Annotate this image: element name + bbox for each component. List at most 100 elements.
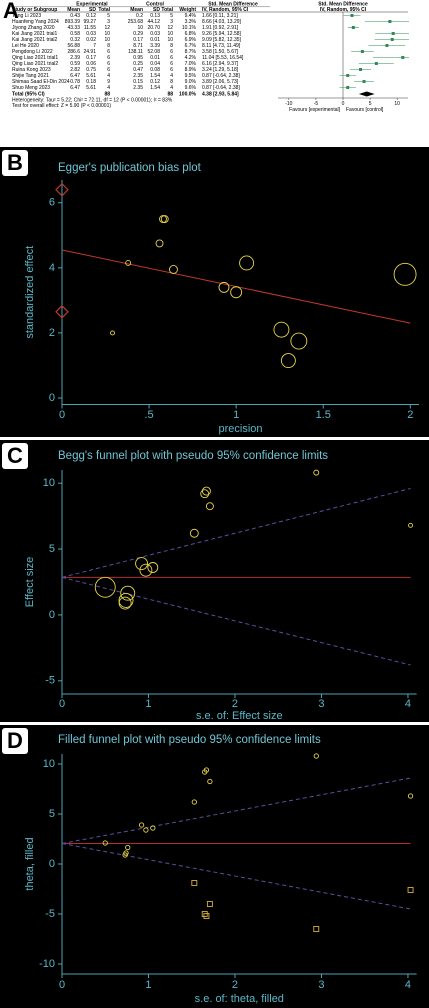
cell: 44.12: [147, 19, 160, 25]
smd-label: 6.16 [2.94, 9.37]: [202, 61, 239, 67]
cell: 286.6: [67, 49, 80, 55]
x-tick-label: 10: [394, 101, 400, 107]
weight: 3.3%: [185, 19, 197, 25]
cell: 10: [167, 37, 173, 43]
data-point: [122, 852, 128, 858]
effect-marker: [346, 86, 350, 89]
cell: 253.68: [128, 19, 144, 25]
data-point: [120, 585, 136, 601]
total-weight: 100.0%: [179, 91, 197, 97]
reference-line: [61, 777, 411, 844]
cell: 10: [104, 31, 110, 37]
panel-letter-box: [2, 150, 28, 176]
column-header: SD: [153, 7, 160, 13]
chart-title: Filled funnel plot with pseudo 95% confi…: [58, 734, 321, 746]
study-name: Shimaa Saad El-Din 2024: [12, 79, 70, 85]
column-header: IV, Random, 95% CI: [320, 7, 367, 13]
x-axis-title: s.e. of: Effect size: [196, 710, 283, 722]
x-tick-label: -5: [314, 101, 319, 107]
y-tick-label: 0: [49, 392, 55, 404]
x-tick-label: 2: [407, 409, 413, 421]
data-point: [118, 592, 134, 608]
effect-marker: [362, 80, 366, 83]
cell: 0.47: [133, 67, 143, 73]
charts: Egger's publication bias plot 0 2 4 6 0 .5 1 1.5…: [24, 162, 419, 1005]
effect-marker: [374, 62, 378, 65]
data-point: [160, 215, 169, 223]
cell: 0.58: [70, 31, 80, 37]
study-name: Huanfeng Yang 2024: [12, 19, 59, 25]
y-axis-title: theta, filled: [24, 837, 36, 890]
cell: 5.61: [86, 73, 96, 79]
cell: 8: [107, 43, 110, 49]
cell: 5: [170, 13, 173, 19]
cell: 0.01: [150, 55, 160, 61]
data-point: [280, 353, 296, 369]
effect-marker: [401, 56, 405, 59]
data-point: [138, 822, 145, 828]
x-tick-label: .5: [144, 409, 153, 421]
forest-plot: Experimental Control Std. Mean Difference S…: [12, 1, 408, 113]
effect-marker: [388, 20, 392, 23]
cell: 8: [170, 79, 173, 85]
x-tick-label: 0: [59, 698, 65, 710]
cell: 5.61: [86, 85, 96, 91]
filled-point: [206, 901, 213, 907]
reference-line: [61, 576, 411, 666]
filled-point: [191, 880, 198, 886]
cell: 4: [107, 85, 110, 91]
data-point: [273, 321, 290, 338]
cell: 0.32: [70, 37, 80, 43]
cell: 8: [170, 43, 173, 49]
panel-c-background: [0, 440, 429, 722]
cell: 0.78: [70, 79, 80, 85]
reference-line: [61, 487, 411, 578]
effect-marker: [346, 74, 350, 77]
cell: 0.03: [86, 31, 96, 37]
data-point: [218, 281, 230, 293]
cell: 6.47: [70, 73, 80, 79]
cell: 4: [170, 73, 173, 79]
panel-a-background: [0, 0, 429, 147]
cell: 0.95: [133, 55, 143, 61]
smd-label: 3.89 [2.06, 5.73]: [202, 79, 239, 85]
weight: 9.0%: [185, 79, 197, 85]
cell: 10: [137, 25, 143, 31]
cell: 0.12: [86, 13, 96, 19]
effect-marker: [385, 44, 389, 47]
data-point: [393, 262, 417, 286]
cell: 6: [107, 55, 110, 61]
data-point: [205, 502, 214, 511]
filled-point: [201, 911, 208, 917]
cell: 0.43: [70, 13, 80, 19]
data-point: [407, 793, 414, 799]
effect-marker: [360, 50, 364, 53]
effect-marker: [390, 38, 394, 41]
data-point: [150, 825, 156, 831]
cell: 0.06: [86, 61, 96, 67]
data-point: [408, 522, 413, 528]
filled-point: [407, 887, 414, 893]
x-tick-label: 1.5: [316, 409, 331, 421]
column-header: Mean: [130, 7, 143, 13]
data-point: [200, 489, 210, 499]
data-point: [118, 596, 132, 610]
data-point: [139, 563, 153, 577]
group-header: Std. Mean Difference: [208, 1, 258, 7]
weight: 7.0%: [185, 61, 197, 67]
smd-label: 0.87 [-0.64, 2.38]: [202, 85, 240, 91]
cell: 3: [170, 19, 173, 25]
diamond-marker: [55, 304, 69, 319]
cell: 0.18: [86, 79, 96, 85]
x-tick-label: 1: [145, 698, 151, 710]
cell: 99.27: [83, 19, 96, 25]
column-header: Mean: [67, 7, 80, 13]
y-tick-label: 10: [43, 758, 55, 770]
cell: 0.13: [150, 13, 160, 19]
x-tick-label: 0: [59, 979, 65, 991]
group-header: Control: [146, 1, 164, 7]
data-point: [155, 239, 164, 248]
panel-letter: D: [7, 728, 23, 753]
